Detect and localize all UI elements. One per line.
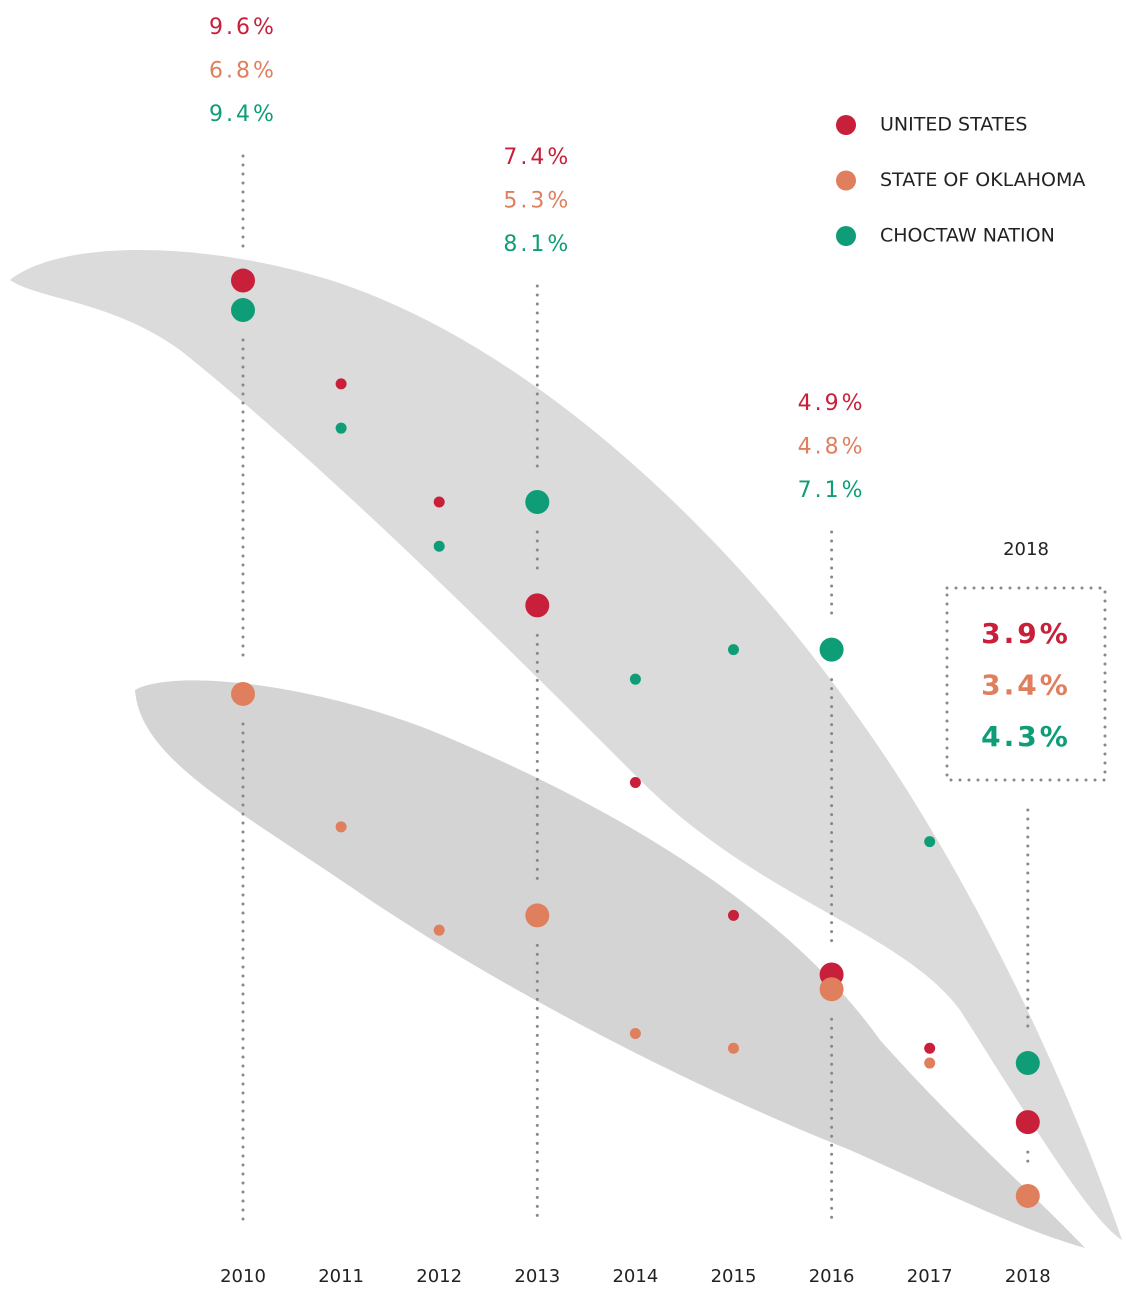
data-dot <box>336 821 347 832</box>
legend-swatch <box>836 226 856 246</box>
data-dot <box>231 682 255 706</box>
data-dot <box>434 541 445 552</box>
box-title: 2018 <box>1003 539 1049 560</box>
data-dot <box>1016 1184 1040 1208</box>
x-tick-label: 2012 <box>416 1266 462 1287</box>
legend-label: STATE OF OKLAHOMA <box>880 169 1085 191</box>
legend-swatch <box>836 171 856 191</box>
data-dot <box>728 910 739 921</box>
data-dot <box>1016 1110 1040 1134</box>
data-dot <box>434 497 445 508</box>
data-dot <box>630 674 641 685</box>
legend-label: UNITED STATES <box>880 114 1027 136</box>
value-label: 7.4% <box>503 145 571 170</box>
data-dot <box>525 593 549 617</box>
data-dot <box>924 1058 935 1069</box>
value-label: 6.8% <box>209 59 277 84</box>
page: 9.6% 6.8% 9.4% 2010 2011 2012 7.4% 5.3% 8.1% 2013… <box>0 0 1126 1290</box>
data-dot <box>820 977 844 1001</box>
data-dot <box>924 836 935 847</box>
data-dot <box>728 1043 739 1054</box>
value-label: 7.1% <box>798 478 866 503</box>
data-dot <box>728 644 739 655</box>
feathers <box>10 250 1122 1248</box>
data-dot <box>525 903 549 927</box>
data-dot <box>924 1043 935 1054</box>
legend-label: CHOCTAW NATION <box>880 225 1055 247</box>
legend-swatch <box>836 115 856 135</box>
value-label: 4.3% <box>981 720 1071 753</box>
value-label: 8.1% <box>503 232 571 257</box>
data-dot <box>231 269 255 293</box>
data-dot <box>336 378 347 389</box>
x-tick-label: 2011 <box>318 1266 364 1287</box>
value-label: 3.4% <box>981 669 1071 702</box>
chart: 9.6% 6.8% 9.4% 2010 2011 2012 7.4% 5.3% 8.1% 2013… <box>0 0 1126 1290</box>
data-dot <box>336 423 347 434</box>
data-dot <box>630 1028 641 1039</box>
x-tick-label: 2018 <box>1005 1266 1051 1287</box>
x-tick-label: 2017 <box>907 1266 953 1287</box>
value-label: 3.9% <box>981 617 1071 650</box>
x-tick-label: 2013 <box>514 1266 560 1287</box>
value-label: 4.8% <box>798 435 866 460</box>
x-tick-label: 2010 <box>220 1266 266 1287</box>
data-dot <box>434 925 445 936</box>
data-dot <box>1016 1051 1040 1075</box>
x-tick-label: 2016 <box>809 1266 855 1287</box>
data-dot <box>525 490 549 514</box>
data-dot <box>231 298 255 322</box>
x-tick-label: 2014 <box>612 1266 658 1287</box>
value-label: 9.6% <box>209 15 277 40</box>
data-dot <box>630 777 641 788</box>
x-tick-label: 2015 <box>711 1266 757 1287</box>
value-label: 4.9% <box>798 391 866 416</box>
value-label: 5.3% <box>503 189 571 214</box>
data-dot <box>820 638 844 662</box>
value-label: 9.4% <box>209 102 277 127</box>
